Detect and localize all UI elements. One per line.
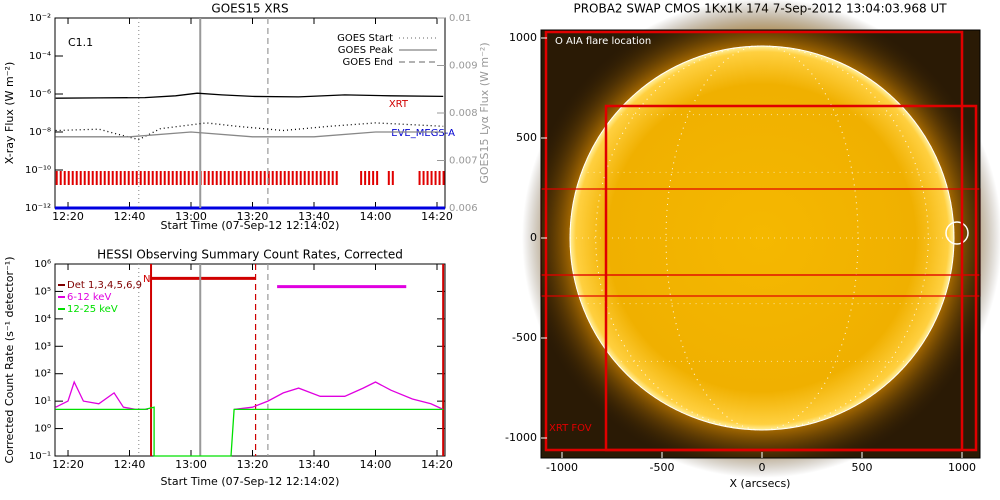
y-axis-label: X-ray Flux (W m⁻²) (3, 62, 16, 164)
y-tick-label: 10² (34, 369, 51, 380)
fov-box (604, 104, 978, 452)
y-tick-label: 10⁻² (29, 13, 51, 24)
flare-label: O AIA flare location (555, 36, 651, 47)
eve-label: EVE_MEGS-A (391, 128, 455, 139)
y-tick-label: 10⁻⁶ (29, 89, 51, 100)
y-tick-label: 10⁴ (34, 314, 51, 325)
series-line (55, 131, 444, 138)
x-tick-label: 14:00 (360, 458, 392, 471)
x-tick-label: 14:00 (360, 210, 392, 223)
x-tick-label: 14:20 (421, 210, 453, 223)
y-tick-label: 0 (530, 231, 537, 244)
y-tick-label: 10³ (34, 341, 51, 352)
y2-tick-label: 0.008 (449, 108, 478, 119)
y-tick-label: -500 (512, 331, 537, 344)
legend-label: GOES Start (337, 33, 393, 44)
y-tick-label: 10⁻¹² (25, 203, 51, 214)
flare-marker (945, 221, 969, 245)
y-axis-label: Corrected Count Rate (s⁻¹ detector⁻¹) (3, 257, 16, 464)
y-tick-label: 10¹ (34, 396, 51, 407)
legend-label: GOES Peak (338, 45, 393, 56)
x-axis-label: Start Time (07-Sep-12 12:14:02) (161, 219, 340, 232)
plot-frame (540, 29, 981, 459)
x-tick-label: -1000 (546, 461, 578, 474)
sun-grid (595, 45, 929, 431)
chart-title: HESSI Observing Summary Count Rates, Cor… (97, 248, 403, 262)
y-tick-label: 10⁻⁴ (29, 51, 51, 62)
x-tick-label: 0 (759, 461, 766, 474)
chart-title: GOES15 XRS (211, 2, 288, 16)
fov-label: XRT FOV (549, 423, 592, 434)
series-line (55, 406, 444, 457)
x-tick-label: 13:20 (237, 458, 269, 471)
limb (569, 45, 955, 431)
y-tick-label: 1000 (509, 31, 537, 44)
legend-label: GOES End (343, 57, 393, 68)
series-line (55, 380, 444, 411)
x-tick-label: 13:40 (298, 210, 330, 223)
y-tick-label: 10⁵ (34, 286, 51, 297)
x-tick-label: -500 (650, 461, 675, 474)
x-tick-label: 12:20 (52, 458, 84, 471)
plot-frame (54, 263, 446, 457)
x-tick-label: 12:40 (114, 210, 146, 223)
y2-tick-label: 0.007 (449, 156, 478, 167)
x-tick-label: 500 (852, 461, 873, 474)
flare-class: C1.1 (68, 36, 93, 49)
x-tick-label: 12:40 (114, 458, 146, 471)
x-tick-label: 13:40 (298, 458, 330, 471)
y-tick-label: 10⁰ (34, 424, 51, 435)
x-tick-label: 13:00 (175, 458, 207, 471)
x-tick-label: 13:20 (237, 210, 269, 223)
sun-grid (665, 45, 859, 431)
y-tick-label: 10⁻⁸ (29, 127, 51, 138)
y2-axis-label: GOES15 Lyα Flux (W m⁻²) (478, 42, 491, 183)
y-tick-label: 500 (516, 131, 537, 144)
flag-label: N (143, 274, 150, 285)
y2-tick-label: 0.006 (449, 203, 478, 214)
x-tick-label: 12:20 (52, 210, 84, 223)
x-tick-label: 1000 (948, 461, 976, 474)
x-axis-label: Start Time (07-Sep-12 12:14:02) (161, 475, 340, 488)
series-line (55, 92, 444, 99)
x-axis-label: X (arcsecs) (730, 477, 791, 490)
x-tick-label: 13:00 (175, 210, 207, 223)
y2-tick-label: 0.01 (449, 13, 471, 24)
legend-label: 6-12 keV (67, 292, 111, 303)
xrt-label: XRT (389, 99, 409, 110)
y-tick-label: 10⁻¹⁰ (25, 165, 51, 176)
y2-tick-label: 0.009 (449, 61, 478, 72)
y-tick-label: 10⁻¹ (29, 451, 51, 462)
y-tick-label: 10⁶ (34, 259, 51, 270)
y-tick-label: -1000 (505, 431, 537, 444)
x-tick-label: 14:20 (421, 458, 453, 471)
legend-label: 12-25 keV (67, 304, 118, 315)
legend-label: Det 1,3,4,5,6,9 (67, 280, 142, 291)
